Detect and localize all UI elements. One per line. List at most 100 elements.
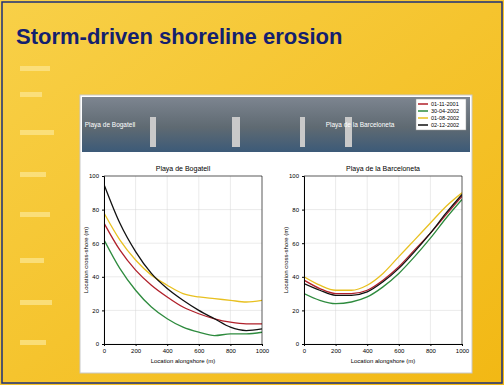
x-tick-mark <box>367 344 368 346</box>
x-tick-label: 800 <box>426 348 437 354</box>
grid-line <box>304 209 462 210</box>
photo-label: Playa de la Barceloneta <box>326 121 395 129</box>
y-tick-mark <box>102 310 104 311</box>
background <box>0 0 504 385</box>
plot-marks <box>104 184 262 335</box>
decor-stripe <box>20 300 52 305</box>
grid-line <box>335 176 336 344</box>
y-tick-label: 60 <box>92 241 99 247</box>
y-tick-mark <box>102 243 104 244</box>
y-tick-label: 80 <box>292 207 299 213</box>
decor-stripe <box>20 340 46 345</box>
x-tick-label: 200 <box>331 348 342 354</box>
legend-swatch <box>418 117 428 119</box>
x-tick: 800 <box>426 344 437 354</box>
chart: 0 200 400 600 800 1000 0 20 40 60 80 100 Playa de la… <box>283 165 470 364</box>
y-tick-label: 20 <box>292 308 299 314</box>
x-tick-mark <box>167 344 168 346</box>
aerial-photo <box>82 97 470 152</box>
x-tick: 400 <box>363 344 374 354</box>
y-tick: 60 <box>292 241 304 247</box>
y-tick: 80 <box>292 207 304 213</box>
y-axis-title: Location cross-shore (m) <box>283 227 289 293</box>
y-tick-label: 0 <box>296 341 300 347</box>
slide-title: Storm-driven shoreline erosion <box>16 24 342 49</box>
x-tick: 1000 <box>256 344 270 354</box>
x-tick-mark <box>136 344 137 346</box>
grid-line <box>430 176 431 344</box>
decor-stripe <box>20 66 50 71</box>
grid-line <box>104 209 262 210</box>
y-tick: 0 <box>296 341 304 347</box>
y-tick: 20 <box>292 308 304 314</box>
plot-marks <box>304 193 462 304</box>
series-line <box>104 213 262 302</box>
x-tick-mark <box>262 344 263 346</box>
plot-background <box>304 176 462 344</box>
x-tick-label: 1000 <box>456 348 470 354</box>
series-line <box>304 194 462 295</box>
y-tick: 40 <box>92 274 104 280</box>
y-tick-label: 40 <box>292 274 299 280</box>
y-axis-line <box>102 177 105 345</box>
chart-title: Playa de Bogatell <box>156 165 211 173</box>
photo-pier <box>232 117 240 147</box>
y-tick: 20 <box>92 308 104 314</box>
x-tick: 800 <box>226 344 237 354</box>
x-tick: 600 <box>194 344 205 354</box>
grid-line <box>104 310 262 311</box>
y-tick-label: 60 <box>292 241 299 247</box>
photo-pier <box>300 117 305 147</box>
y-tick-mark <box>302 176 304 177</box>
x-tick: 200 <box>331 344 342 354</box>
x-axis: 0 200 400 600 800 1000 <box>303 344 470 354</box>
photo-pier <box>150 117 156 147</box>
decor-stripe <box>20 258 44 263</box>
legend-label: 02-12-2002 <box>431 122 459 128</box>
x-tick-mark <box>199 344 200 346</box>
grid-line <box>230 176 231 344</box>
x-tick-label: 200 <box>131 348 142 354</box>
x-tick: 600 <box>394 344 405 354</box>
grid-line <box>304 276 462 277</box>
x-tick-label: 600 <box>194 348 205 354</box>
y-axis: 0 20 40 60 80 100 <box>289 173 305 347</box>
x-axis-line <box>305 345 463 347</box>
y-tick-mark <box>302 344 304 345</box>
x-tick-label: 400 <box>163 348 174 354</box>
y-tick-label: 80 <box>92 207 99 213</box>
x-tick-mark <box>430 344 431 346</box>
x-tick-mark <box>462 344 463 346</box>
y-tick-label: 20 <box>92 308 99 314</box>
plot-frame <box>104 176 262 344</box>
grid-line <box>367 176 368 344</box>
y-tick-label: 0 <box>96 341 100 347</box>
x-axis: 0 200 400 600 800 1000 <box>103 344 270 354</box>
y-tick-mark <box>302 277 304 278</box>
series-line <box>104 184 262 330</box>
x-tick-label: 0 <box>103 348 107 354</box>
x-axis-line <box>105 345 263 347</box>
x-tick-mark <box>230 344 231 346</box>
y-tick-label: 40 <box>92 274 99 280</box>
plot-background <box>104 176 262 344</box>
grid-line <box>398 176 399 344</box>
y-tick: 100 <box>289 173 304 179</box>
x-tick-label: 800 <box>226 348 237 354</box>
y-tick: 80 <box>92 207 104 213</box>
y-tick-mark <box>102 344 104 345</box>
slide-border <box>2 2 502 383</box>
x-tick: 0 <box>103 344 107 354</box>
y-tick-mark <box>102 210 104 211</box>
figure-panel <box>80 95 472 373</box>
chart-title: Playa de la Barceloneta <box>346 165 420 173</box>
legend-swatch <box>418 124 428 126</box>
x-tick-label: 600 <box>394 348 405 354</box>
x-tick: 0 <box>303 344 307 354</box>
grid-line <box>104 276 262 277</box>
decor-stripe <box>20 92 42 97</box>
x-tick-label: 1000 <box>256 348 270 354</box>
y-tick-mark <box>302 210 304 211</box>
x-tick-label: 0 <box>303 348 307 354</box>
y-tick-mark <box>102 277 104 278</box>
